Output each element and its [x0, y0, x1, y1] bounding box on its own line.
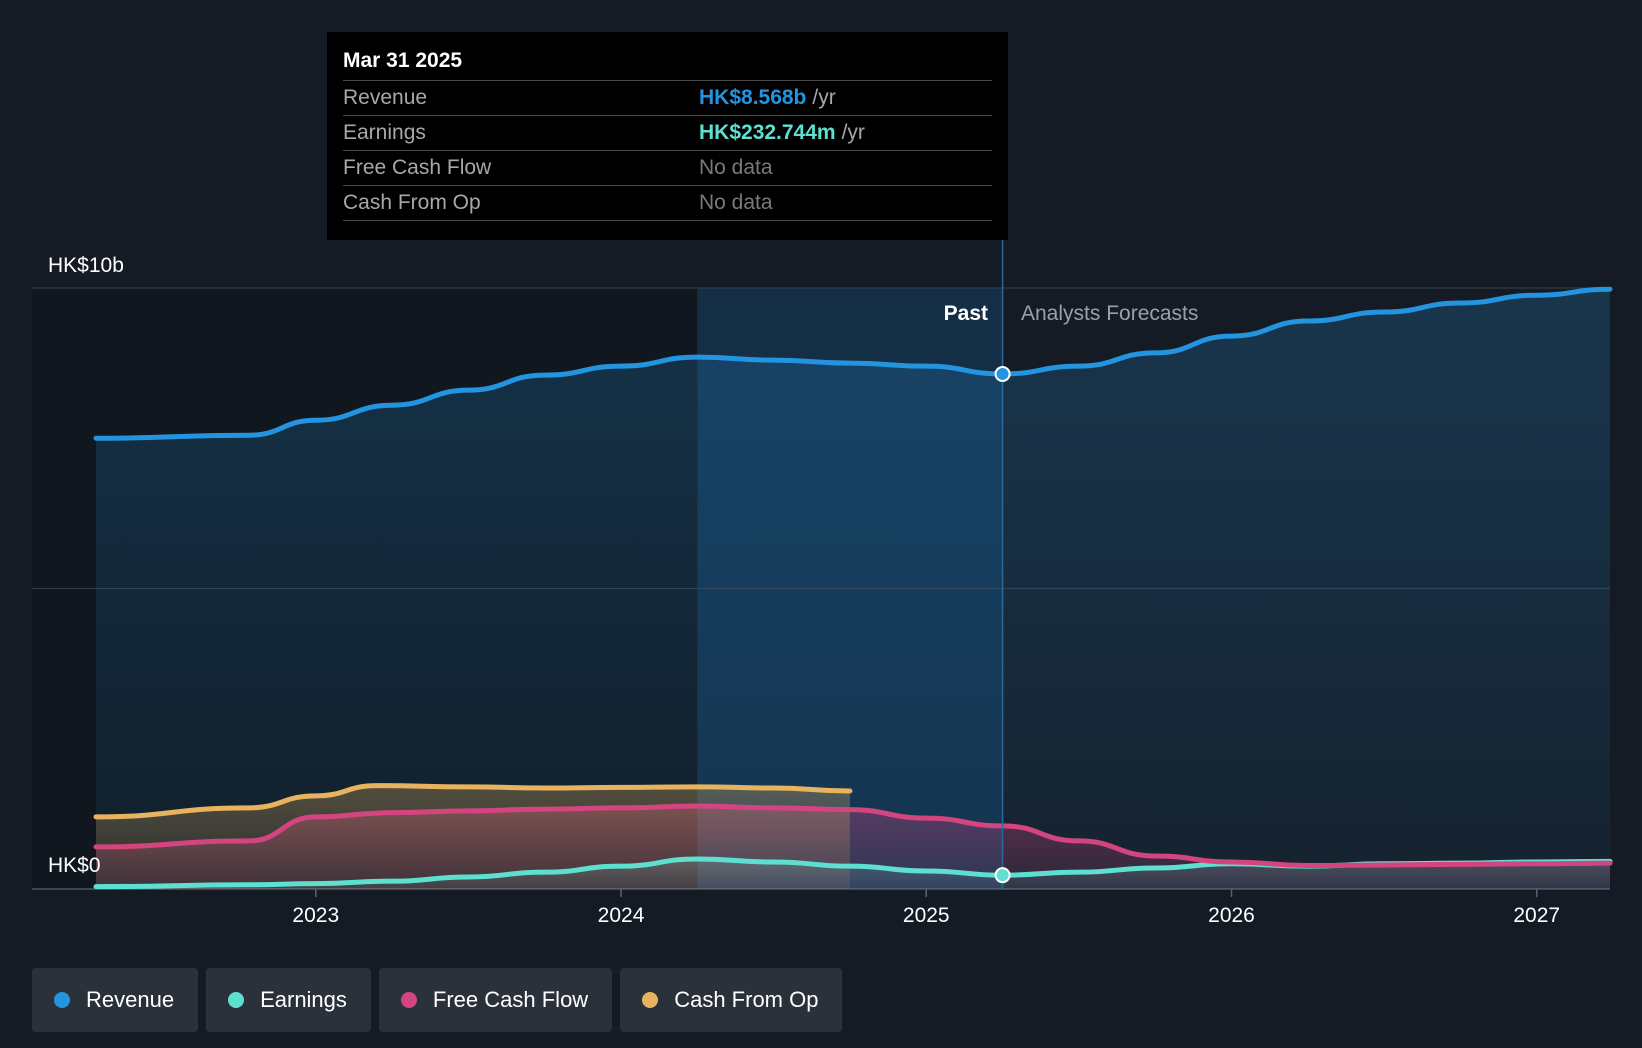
tooltip-unit: /yr	[841, 121, 865, 144]
legend-item-revenue[interactable]: Revenue	[32, 968, 199, 1032]
legend-label: Revenue	[86, 987, 175, 1012]
past-label: Past	[944, 302, 988, 325]
cfo-dot-icon	[642, 992, 659, 1008]
legend-label: Earnings	[260, 987, 347, 1012]
tooltip-row-cfo: Cash From Op No data	[343, 185, 992, 221]
legend-item-cfo[interactable]: Cash From Op	[620, 968, 843, 1032]
x-tick-label: 2026	[1208, 904, 1255, 927]
tooltip: Mar 31 2025 Revenue HK$8.568b /yr Earnin…	[327, 32, 1008, 240]
tooltip-label: Revenue	[343, 86, 428, 109]
tooltip-label: Free Cash Flow	[343, 156, 492, 179]
y-axis-bottom-label: HK$0	[48, 854, 101, 877]
tooltip-row-revenue: Revenue HK$8.568b /yr	[343, 80, 992, 115]
legend-item-fcf[interactable]: Free Cash Flow	[378, 968, 613, 1032]
tooltip-value: HK$232.744m	[699, 121, 836, 144]
tooltip-label: Cash From Op	[343, 191, 481, 214]
earnings-marker	[994, 867, 1011, 884]
tooltip-row-fcf: Free Cash Flow No data	[343, 150, 992, 185]
x-tick-label: 2025	[903, 904, 950, 927]
tooltip-row-earnings: Earnings HK$232.744m /yr	[343, 115, 992, 150]
tooltip-nodata: No data	[699, 191, 773, 214]
legend: Revenue Earnings Free Cash Flow Cash Fro…	[32, 968, 843, 1032]
tooltip-value: HK$8.568b	[699, 86, 807, 109]
revenue-area	[96, 289, 1610, 889]
forecast-label: Analysts Forecasts	[1021, 302, 1198, 325]
y-axis-top-label: HK$10b	[48, 254, 124, 277]
x-tick-label: 2027	[1513, 904, 1560, 927]
tooltip-date: Mar 31 2025	[343, 49, 463, 72]
tooltip-label: Earnings	[343, 121, 426, 144]
revenue-dot-icon	[54, 992, 70, 1008]
fcf-line	[93, 803, 1613, 869]
revenue-marker	[994, 365, 1011, 382]
x-tick-label: 2024	[598, 904, 645, 927]
tooltip-unit: /yr	[812, 86, 836, 109]
x-tick-label: 2023	[292, 904, 339, 927]
tooltip-nodata: No data	[699, 156, 773, 179]
legend-label: Cash From Op	[674, 987, 819, 1012]
fcf-dot-icon	[400, 992, 417, 1008]
legend-label: Free Cash Flow	[432, 987, 589, 1012]
revenue-line	[93, 286, 1613, 441]
legend-item-earnings[interactable]: Earnings	[206, 968, 371, 1032]
earnings-dot-icon	[228, 992, 245, 1008]
cfo-line	[93, 783, 853, 820]
